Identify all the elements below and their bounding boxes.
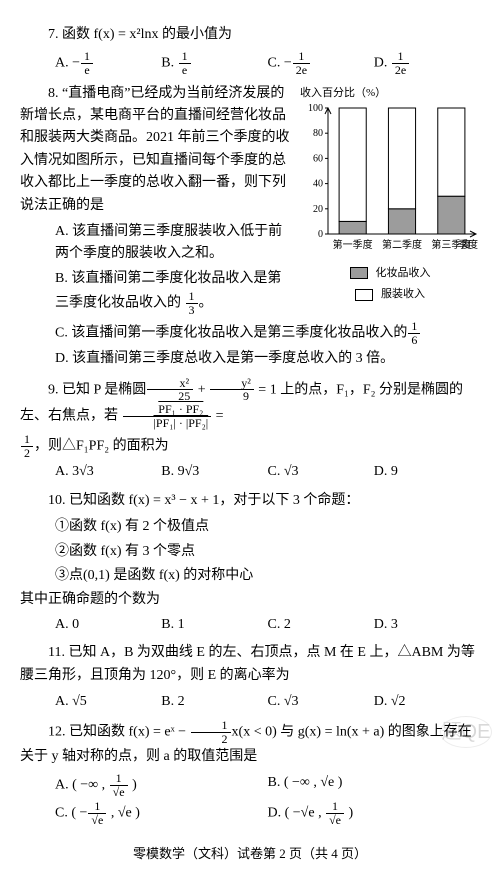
svg-text:80: 80 [313, 128, 323, 139]
chart-svg: 020406080100第一季度第二季度第三季度季度 [300, 104, 480, 254]
q10-s3: ③点(0,1) 是函数 f(x) 的对称中心 [20, 565, 480, 587]
q9-opt-d: D. 9 [374, 461, 480, 483]
svg-text:0: 0 [318, 229, 323, 240]
q9-opt-c: C. √3 [268, 461, 374, 483]
svg-text:第二季度: 第二季度 [382, 238, 422, 251]
q7-options: A. −1e B. 1e C. −12e D. 12e [20, 50, 480, 76]
svg-text:60: 60 [313, 154, 323, 165]
page-footer: 零模数学（文科）试卷第 2 页（共 4 页） [20, 844, 480, 865]
q11-opt-d: D. √2 [374, 691, 480, 713]
q9-options: A. 3√3 B. 9√3 C. √3 D. 9 [20, 461, 480, 483]
q9-stem: 9. 已知 P 是椭圆x²25 + y²9 = 1 上的点，F₁，F₂ 分别是椭… [20, 377, 480, 429]
q10-opt-c: C. 2 [268, 614, 374, 636]
chart-ylabel: 收入百分比（%） [300, 85, 480, 103]
q7-stem: 7. 函数 f(x) = x²lnx 的最小值为 [20, 24, 480, 46]
svg-text:100: 100 [308, 104, 323, 114]
q11-stem: 11. 已知 A，B 为双曲线 E 的左、右顶点，点 M 在 E 上，△ABM … [20, 642, 480, 687]
q7-opt-b: B. 1e [161, 50, 267, 76]
q10-s1: ①函数 f(x) 有 2 个极值点 [20, 516, 480, 538]
q10-options: A. 0 B. 1 C. 2 D. 3 [20, 614, 480, 636]
q8-opt-d: D. 该直播间第三季度总收入是第一季度总收入的 3 倍。 [20, 348, 480, 370]
q12-opt-a: A. ( −∞ , 1√e ) [55, 772, 268, 798]
watermark: 题QE [440, 716, 492, 748]
q10-stem: 10. 已知函数 f(x) = x³ − x + 1，对于以下 3 个命题： [20, 490, 480, 512]
q11-opt-a: A. √5 [55, 691, 161, 713]
q7-opt-a: A. −1e [55, 50, 161, 76]
legend-swatch-1 [350, 267, 368, 279]
q7-opt-c: C. −12e [268, 50, 374, 76]
legend-label-2: 服装收入 [381, 286, 425, 304]
q9-opt-a: A. 3√3 [55, 461, 161, 483]
q12-opt-d: D. ( −√e , 1√e ) [268, 800, 481, 826]
svg-text:20: 20 [313, 204, 323, 215]
q10-opt-a: A. 0 [55, 614, 161, 636]
q10-opt-b: B. 1 [161, 614, 267, 636]
q10-opt-d: D. 3 [374, 614, 480, 636]
q10-s2: ②函数 f(x) 有 3 个零点 [20, 541, 480, 563]
svg-text:季度: 季度 [458, 238, 478, 251]
q12-opt-b: B. ( −∞ , √e ) [268, 772, 481, 798]
q10-ask: 其中正确命题的个数为 [20, 589, 480, 611]
chart-legend: 化妆品收入 服装收入 [300, 265, 480, 308]
q9-opt-b: B. 9√3 [161, 461, 267, 483]
q11-options: A. √5 B. 2 C. √3 D. √2 [20, 691, 480, 713]
q12-options: A. ( −∞ , 1√e ) B. ( −∞ , √e ) C. ( −1√e… [20, 772, 480, 826]
q8-opt-c: C. 该直播间第一季度化妆品收入是第三季度化妆品收入的16 [20, 320, 480, 346]
q12-stem: 12. 已知函数 f(x) = eˣ − 12x(x < 0) 与 g(x) =… [20, 719, 480, 768]
legend-label-1: 化妆品收入 [376, 265, 431, 283]
q12-opt-c: C. ( −1√e , √e ) [55, 800, 268, 826]
q8-chart: 收入百分比（%） 020406080100第一季度第二季度第三季度季度 化妆品收… [300, 85, 480, 308]
legend-swatch-2 [355, 289, 373, 301]
q11-opt-c: C. √3 [268, 691, 374, 713]
svg-text:40: 40 [313, 179, 323, 190]
q9-tail: 12，则△F₁PF₂ 的面积为 [20, 433, 480, 459]
q11-opt-b: B. 2 [161, 691, 267, 713]
svg-text:第一季度: 第一季度 [333, 238, 373, 251]
q7-opt-d: D. 12e [374, 50, 480, 76]
